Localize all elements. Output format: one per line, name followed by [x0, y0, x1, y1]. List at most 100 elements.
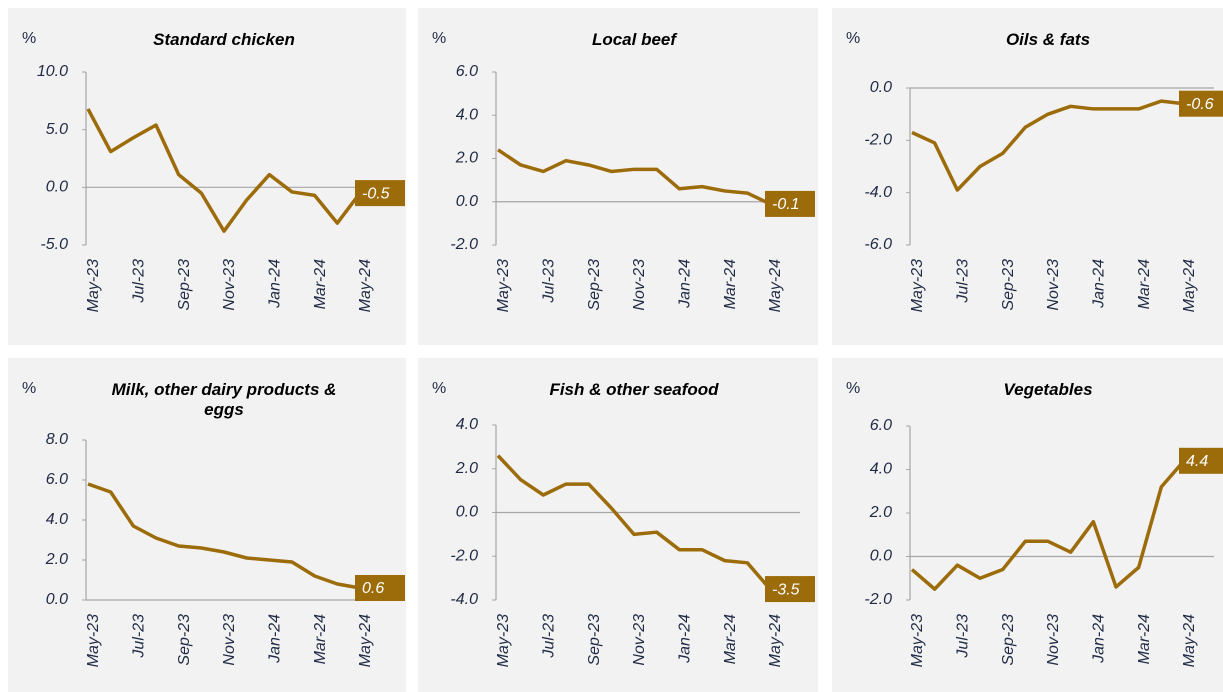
end-label-box — [1179, 447, 1223, 474]
x-tick-label: Mar-24 — [722, 614, 739, 664]
data-line — [911, 99, 1185, 192]
y-axis-label: % — [22, 380, 36, 397]
y-tick-label: 4.0 — [46, 511, 68, 528]
chart-panel: % -6.0 -4.0 -2.0 0.0 May-23 Jul-23 Sep-23 Nov-23… — [832, 8, 1223, 345]
x-tick-label: Nov-23 — [221, 614, 238, 666]
end-label-box — [355, 575, 405, 601]
x-tick-label: Jul-23 — [131, 614, 148, 659]
x-tick-label: Mar-24 — [1136, 614, 1153, 664]
x-tick-label: May-24 — [357, 614, 374, 667]
x-tick-label: May-24 — [1181, 259, 1198, 312]
x-tick-label: May-23 — [85, 614, 102, 667]
y-tick-label: 0.0 — [870, 548, 892, 565]
x-tick-label: Mar-24 — [722, 259, 739, 309]
end-label-box — [765, 190, 815, 217]
chart: % 0.0 2.0 4.0 6.0 8.0 May-23 Jul-23 Sep-23 Nov-23… — [22, 380, 405, 667]
y-axis-label: % — [22, 30, 36, 47]
x-tick-label: May-23 — [909, 259, 926, 312]
x-tick-label: Sep-23 — [586, 259, 603, 311]
y-tick-label: -2.0 — [450, 236, 478, 253]
x-tick-label: May-23 — [909, 614, 926, 667]
x-tick-label: Nov-23 — [631, 259, 648, 311]
end-label: 0.6 — [362, 580, 384, 597]
chart-title: Vegetables — [1003, 380, 1093, 399]
chart-title: Oils & fats — [1005, 30, 1091, 49]
y-tick-label: 10.0 — [37, 63, 68, 80]
end-label-box — [765, 576, 815, 603]
x-tick-label: Jan-24 — [677, 614, 694, 664]
x-tick-label: May-23 — [495, 614, 512, 667]
end-label: -0.5 — [362, 185, 390, 202]
x-tick-label: Jul-23 — [131, 259, 148, 304]
end-label: 4.4 — [1186, 453, 1208, 470]
x-tick-label: May-24 — [357, 259, 374, 312]
y-tick-label: 0.0 — [46, 179, 68, 196]
y-tick-label: 2.0 — [455, 460, 478, 477]
x-tick-label: Jul-23 — [955, 614, 972, 659]
y-tick-label: 0.0 — [870, 79, 892, 96]
end-label: -3.5 — [772, 581, 800, 598]
end-label: -0.6 — [1186, 96, 1214, 113]
x-tick-label: May-24 — [767, 614, 784, 667]
chart-panel: % 0.0 2.0 4.0 6.0 8.0 May-23 Jul-23 Sep-23 Nov-23… — [8, 358, 406, 692]
y-tick-label: 4.0 — [456, 106, 478, 123]
end-label-box — [355, 180, 405, 207]
y-axis-label: % — [432, 380, 446, 397]
chart-title: Fish & other seafood — [549, 380, 719, 399]
y-axis-label: % — [432, 30, 446, 47]
chart-panel: % -5.0 0.0 5.0 10.0 May-23 Jul-23 Sep-23 Nov-23 J… — [8, 8, 406, 345]
x-tick-label: Jul-23 — [541, 259, 558, 304]
y-tick-label: 5.0 — [46, 121, 68, 138]
y-tick-label: -2.0 — [864, 132, 892, 149]
x-tick-label: Jan-24 — [677, 259, 694, 309]
x-tick-label: May-23 — [85, 259, 102, 312]
data-line — [910, 459, 1186, 591]
y-tick-label: 0.0 — [456, 504, 478, 521]
y-tick-label: -4.0 — [864, 184, 892, 201]
x-tick-label: Jan-24 — [1091, 614, 1108, 664]
y-tick-label: 0.0 — [456, 193, 478, 210]
chart: % -5.0 0.0 5.0 10.0 May-23 Jul-23 Sep-23 Nov-23 J… — [22, 30, 405, 312]
y-tick-label: 6.0 — [46, 471, 68, 488]
data-line — [87, 482, 361, 590]
x-tick-label: Jan-24 — [1091, 259, 1108, 309]
y-tick-label: -6.0 — [864, 236, 892, 253]
y-tick-label: -4.0 — [450, 591, 478, 608]
y-axis-label: % — [846, 380, 860, 397]
end-label: -0.1 — [772, 196, 800, 213]
y-tick-label: -5.0 — [40, 236, 68, 253]
y-tick-label: 6.0 — [456, 63, 478, 80]
chart: % -4.0 -2.0 0.0 2.0 4.0 May-23 Jul-23 Sep-23 Nov-… — [432, 380, 815, 667]
chart-panel: % -2.0 0.0 2.0 4.0 6.0 May-23 Jul-23 Sep-23 Nov-2… — [832, 358, 1223, 692]
x-tick-label: Nov-23 — [1045, 259, 1062, 311]
chart: % -2.0 0.0 2.0 4.0 6.0 May-23 Jul-23 Sep-23 Nov-2… — [846, 380, 1223, 667]
x-tick-label: Sep-23 — [176, 614, 193, 666]
chart-title: Milk, other dairy products & eggs — [111, 380, 337, 419]
y-tick-label: 2.0 — [455, 150, 478, 167]
y-tick-label: 8.0 — [46, 431, 68, 448]
x-tick-label: Nov-23 — [221, 259, 238, 311]
y-tick-label: 2.0 — [869, 504, 892, 521]
chart-title: Standard chicken — [153, 30, 295, 49]
x-tick-label: May-24 — [767, 259, 784, 312]
x-tick-label: May-24 — [1181, 614, 1198, 667]
data-line — [86, 108, 362, 233]
chart: % -6.0 -4.0 -2.0 0.0 May-23 Jul-23 Sep-23 Nov-23… — [846, 30, 1223, 312]
x-tick-label: Mar-24 — [1136, 259, 1153, 309]
chart: % -2.0 0.0 2.0 4.0 6.0 May-23 Jul-23 Sep-23 Nov-2… — [432, 30, 815, 312]
x-tick-label: Mar-24 — [312, 259, 329, 309]
chart-panel: % -4.0 -2.0 0.0 2.0 4.0 May-23 Jul-23 Sep-23 Nov-… — [418, 358, 818, 692]
x-tick-label: Jul-23 — [955, 259, 972, 304]
y-axis-label: % — [846, 30, 860, 47]
chart-title: Local beef — [591, 30, 677, 49]
data-line — [497, 148, 771, 206]
x-tick-label: Sep-23 — [1000, 259, 1017, 311]
x-tick-label: Sep-23 — [176, 259, 193, 311]
chart-panel: % -2.0 0.0 2.0 4.0 6.0 May-23 Jul-23 Sep-23 Nov-2… — [418, 8, 818, 345]
x-tick-label: Nov-23 — [1045, 614, 1062, 666]
end-label-box — [1179, 90, 1223, 117]
x-tick-label: Jan-24 — [267, 259, 284, 309]
y-tick-label: 4.0 — [456, 416, 478, 433]
x-tick-label: May-23 — [495, 259, 512, 312]
